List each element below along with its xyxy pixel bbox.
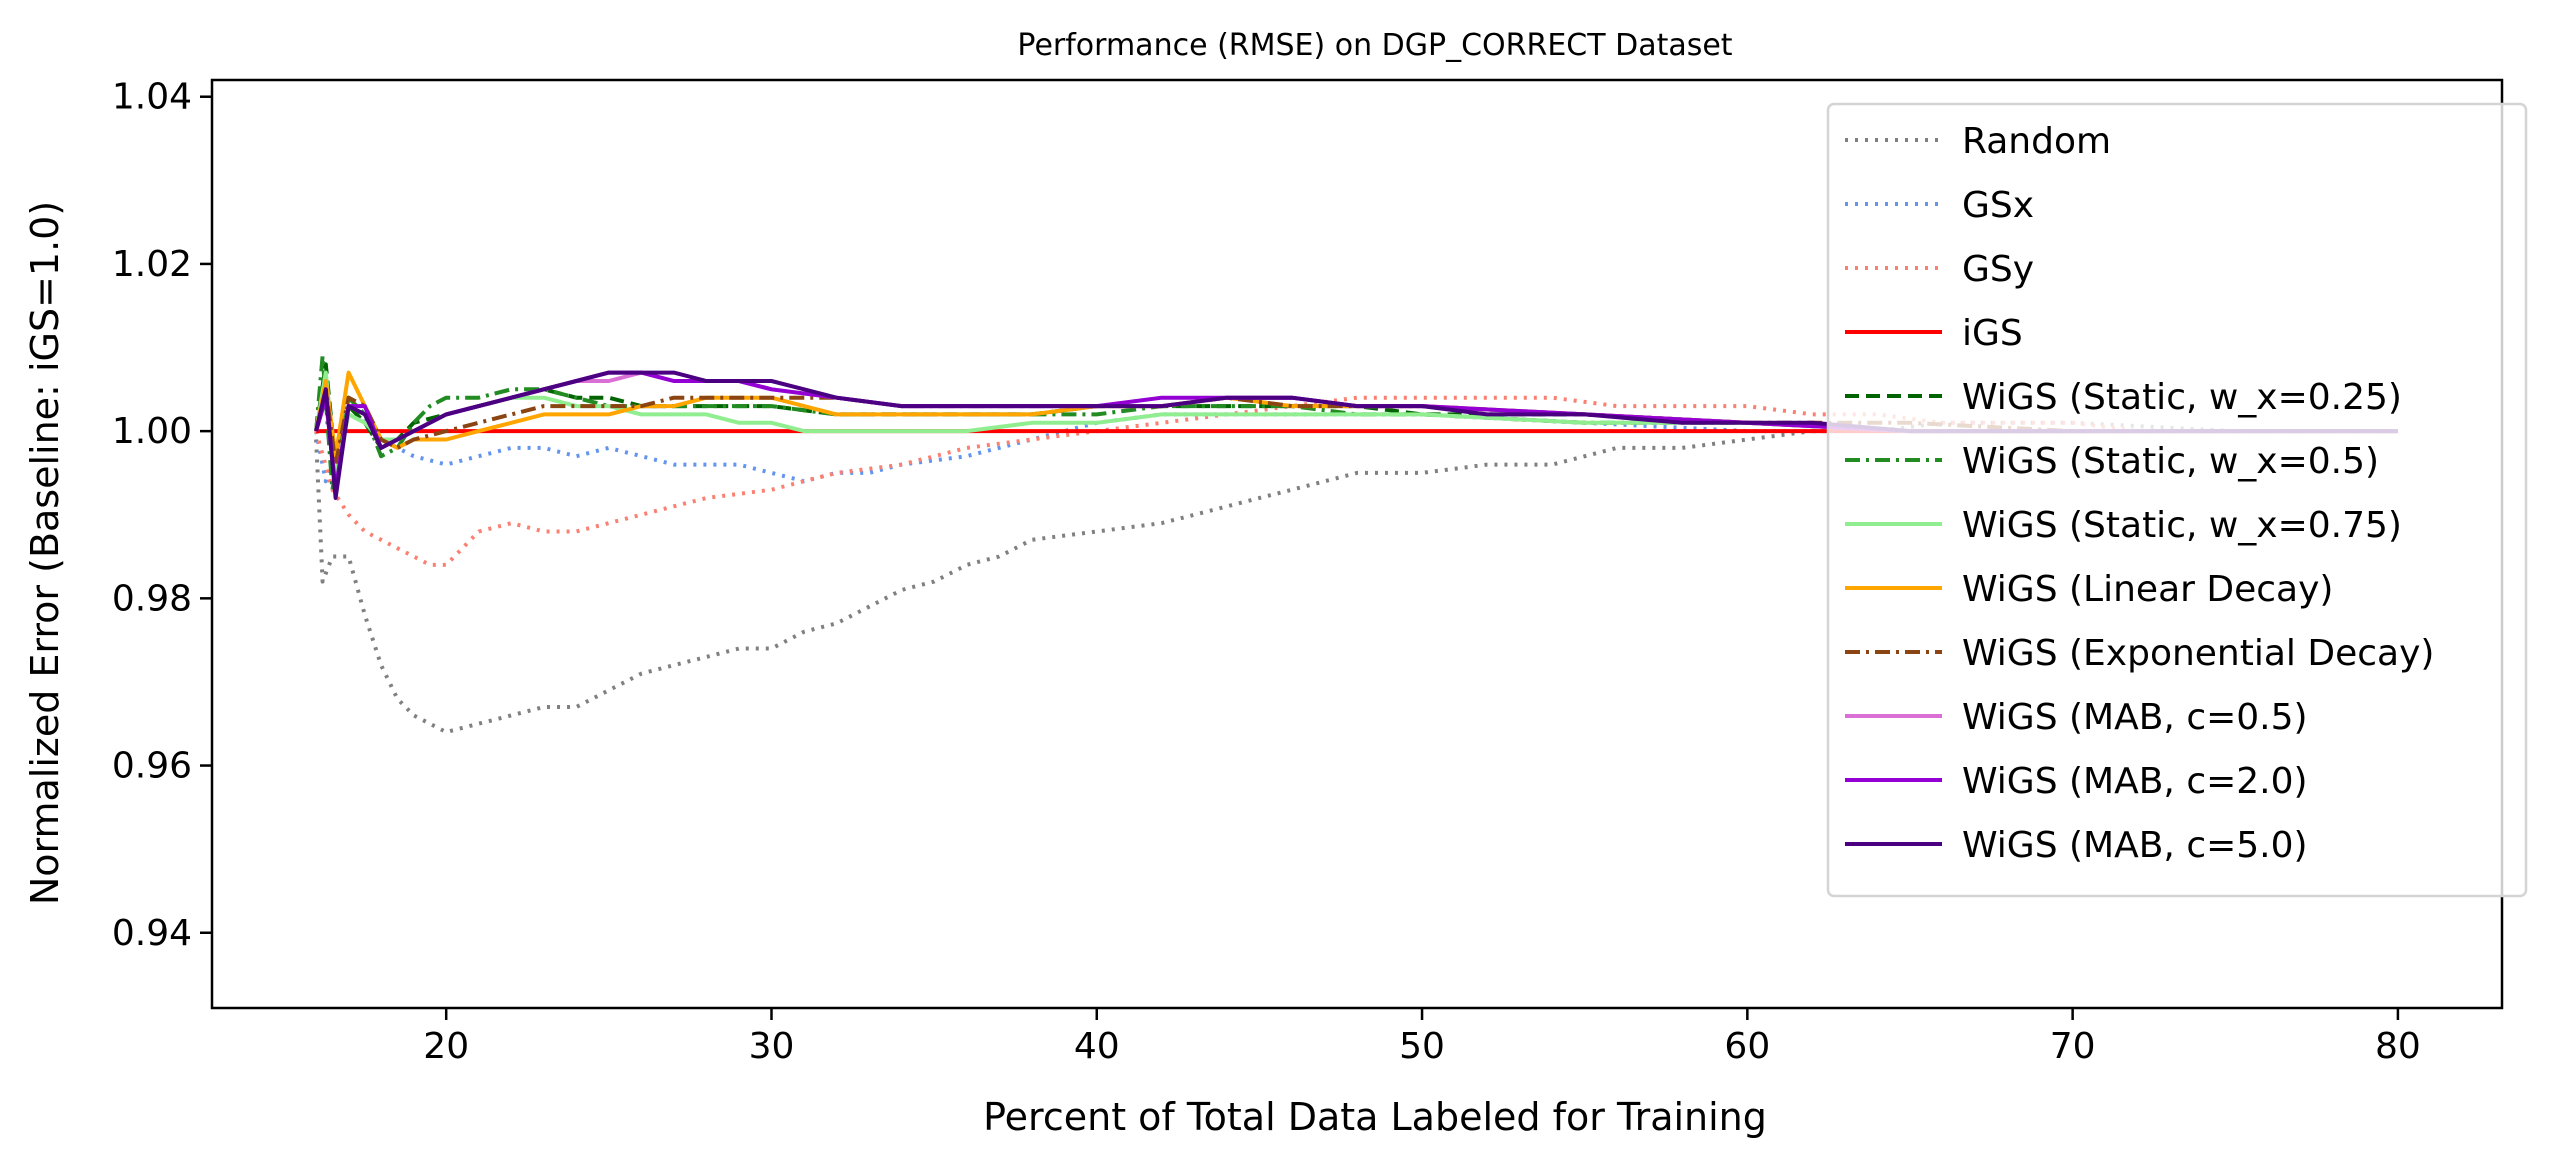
legend-label: GSx (1962, 185, 2034, 226)
legend-label: WiGS (Static, w_x=0.5) (1962, 441, 2379, 482)
legend-label: iGS (1962, 313, 2023, 354)
x-tick-label: 80 (2375, 1026, 2421, 1067)
x-tick-label: 70 (2050, 1026, 2096, 1067)
legend-label: GSy (1962, 249, 2034, 290)
legend-label: WiGS (MAB, c=0.5) (1962, 697, 2308, 738)
y-tick-label: 0.96 (112, 746, 192, 787)
legend-label: WiGS (Linear Decay) (1962, 569, 2333, 610)
legend-label: WiGS (Exponential Decay) (1962, 633, 2434, 674)
y-axis-label: Normalized Error (Baseline: iGS=1.0) (23, 201, 67, 905)
series-line-random (314, 420, 2398, 735)
legend-label: WiGS (Static, w_x=0.25) (1962, 377, 2402, 418)
x-tick-label: 60 (1724, 1026, 1770, 1067)
y-tick-label: 1.00 (112, 411, 192, 452)
axes: 20 30 40 50 60 70 80 0.94 0.96 0.98 1.00 1.02 1.04 (112, 77, 2504, 1067)
y-tick-label: 0.94 (112, 913, 192, 954)
y-tick-label: 1.04 (112, 77, 192, 118)
x-tick-label: 40 (1074, 1026, 1120, 1067)
series-line-wigs-mab-c-5-0 (314, 370, 2398, 500)
x-tick-label: 50 (1399, 1026, 1445, 1067)
legend-label: Random (1962, 121, 2111, 162)
y-tick-label: 1.02 (112, 244, 192, 285)
y-tick-label: 0.98 (112, 578, 192, 619)
series-line-wigs-exponential-decay (314, 387, 2398, 467)
legend: Random GSx GSy iGS WiGS (Static, w_x=0.25) Wi… (1826, 102, 2528, 898)
x-tick-label: 20 (423, 1026, 469, 1067)
legend-label: WiGS (MAB, c=2.0) (1962, 761, 2308, 802)
legend-label: WiGS (MAB, c=5.0) (1962, 825, 2308, 866)
legend-label: WiGS (Static, w_x=0.75) (1962, 505, 2402, 546)
chart-title: Performance (RMSE) on DGP_CORRECT Datase… (1017, 28, 1732, 63)
legend-box (1826, 102, 2528, 898)
x-axis-label: Percent of Total Data Labeled for Traini… (983, 1095, 1767, 1139)
x-tick-label: 30 (749, 1026, 795, 1067)
